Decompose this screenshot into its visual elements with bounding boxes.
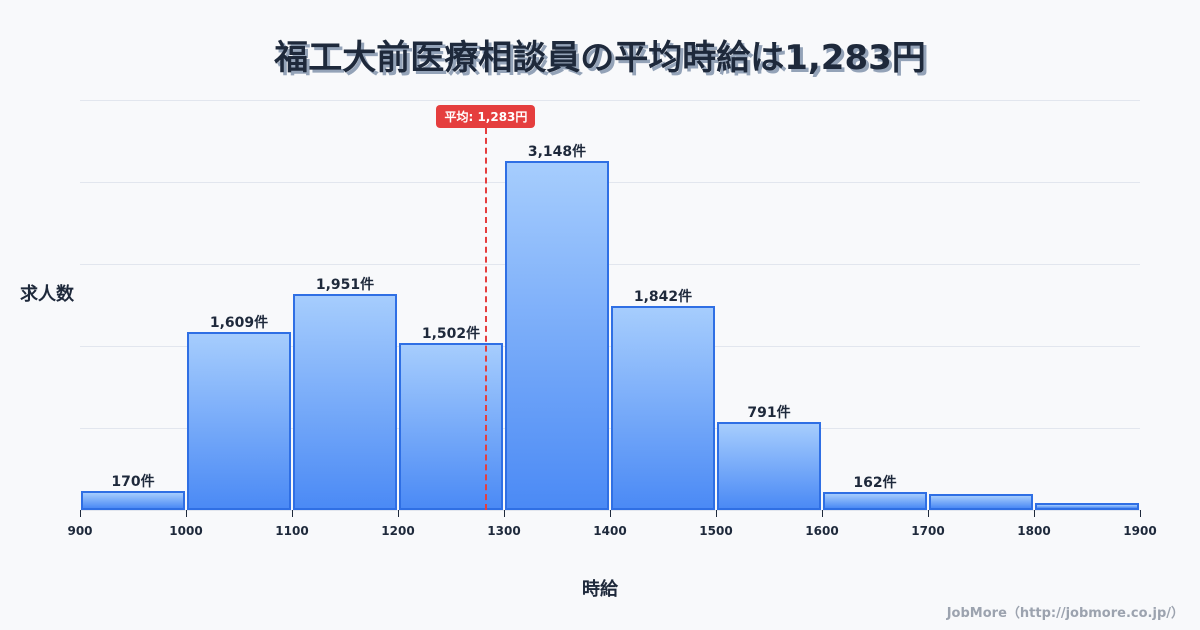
x-tick-label: 1800 <box>1017 524 1051 538</box>
x-tick-label: 1200 <box>381 524 415 538</box>
x-tick-label: 1100 <box>275 524 309 538</box>
x-tick-label: 1600 <box>805 524 839 538</box>
gridline <box>80 264 1140 265</box>
x-tick <box>186 510 187 517</box>
x-tick <box>398 510 399 517</box>
x-tick <box>292 510 293 517</box>
x-tick-label: 1700 <box>911 524 945 538</box>
x-tick <box>1140 510 1141 517</box>
x-tick <box>80 510 81 517</box>
x-tick-label: 1500 <box>699 524 733 538</box>
x-tick-label: 1000 <box>169 524 203 538</box>
bar-value-label: 1,842件 <box>633 289 693 305</box>
gridline <box>80 346 1140 347</box>
histogram-bar <box>505 161 609 510</box>
histogram-bar <box>293 294 397 510</box>
source-credit: JobMore（http://jobmore.co.jp/） <box>946 606 1184 621</box>
x-tick <box>822 510 823 517</box>
histogram-bar <box>717 422 821 510</box>
x-tick-label: 1300 <box>487 524 521 538</box>
histogram-bar <box>929 494 1033 510</box>
gridline <box>80 100 1140 101</box>
bar-value-label: 1,502件 <box>421 326 481 342</box>
x-tick <box>1034 510 1035 517</box>
histogram-bar <box>1035 503 1139 510</box>
x-tick <box>716 510 717 517</box>
mean-badge: 平均: 1,283円 <box>436 105 536 128</box>
x-axis-label: 時給 <box>582 579 618 600</box>
x-tick-label: 1400 <box>593 524 627 538</box>
gridline <box>80 182 1140 183</box>
x-tick-label: 1900 <box>1123 524 1157 538</box>
y-axis-label: 求人数 <box>20 284 74 305</box>
bar-value-label: 162件 <box>853 475 897 491</box>
bar-value-label: 170件 <box>111 474 155 490</box>
gridline <box>80 428 1140 429</box>
x-tick <box>610 510 611 517</box>
bar-value-label: 3,148件 <box>527 144 587 160</box>
bar-value-label: 791件 <box>747 405 791 421</box>
histogram-bar <box>81 491 185 510</box>
bar-value-label: 1,951件 <box>315 277 375 293</box>
x-tick <box>928 510 929 517</box>
x-tick <box>504 510 505 517</box>
histogram-bar <box>611 306 715 510</box>
histogram-bar <box>823 492 927 510</box>
histogram-bar <box>399 343 503 510</box>
x-tick-label: 900 <box>67 524 93 538</box>
chart-title: 福工大前医療相談員の平均時給は1,283円 <box>274 38 926 78</box>
bar-value-label: 1,609件 <box>209 315 269 331</box>
histogram-bar <box>187 332 291 510</box>
mean-line <box>484 128 487 510</box>
